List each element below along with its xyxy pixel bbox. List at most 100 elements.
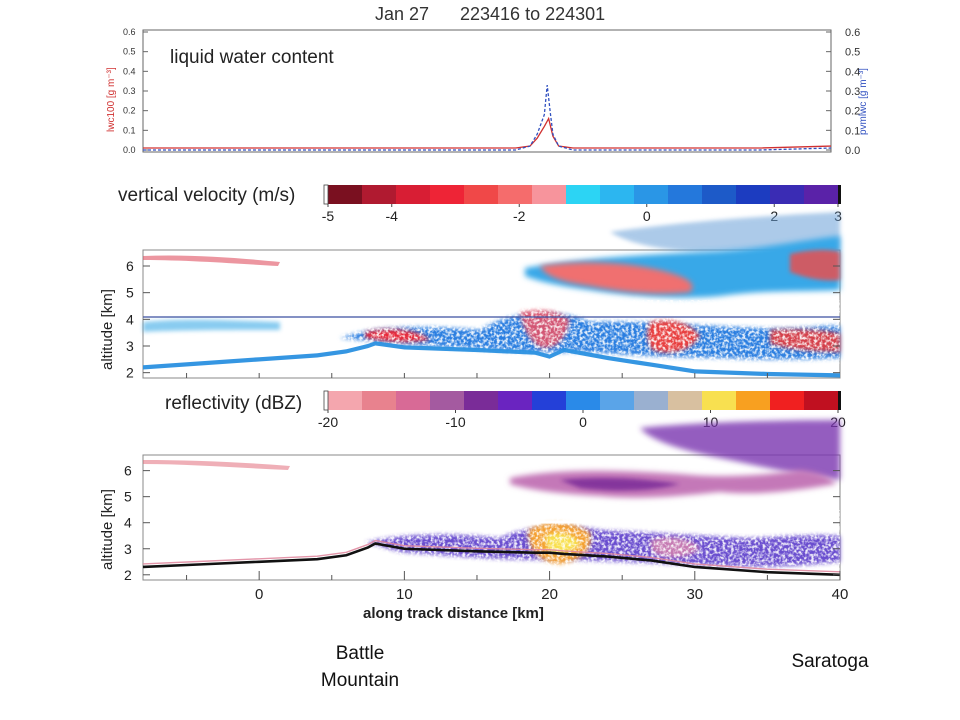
velocity-colorbar-swatch	[430, 185, 465, 204]
lwc-right-tick-label: 0.3	[845, 86, 860, 98]
reflectivity-x-axis-label: along track distance [km]	[363, 605, 544, 622]
lwc-frame	[142, 29, 832, 153]
lwc-panel-label: liquid water content	[170, 47, 334, 68]
velocity-colorbar-swatch	[498, 185, 533, 204]
saratoga-label: Saratoga	[791, 651, 869, 672]
reflectivity-colorbar-cap-left	[323, 390, 329, 411]
reflectivity-tick-label: 4	[124, 515, 132, 531]
reflectivity-top-streak	[143, 460, 290, 470]
reflectivity-x-tick-label: 30	[686, 586, 703, 603]
lwc-left-tick-label: 0.6	[123, 27, 136, 37]
reflectivity-ground-line	[142, 542, 841, 577]
velocity-colorbar-swatch	[362, 185, 397, 204]
reflectivity-colorbar-swatch	[804, 391, 839, 410]
reflectivity-colorbar-label: reflectivity (dBZ)	[165, 393, 302, 414]
velocity-colorbar-swatch	[668, 185, 703, 204]
velocity-colorbar-tick-label: 0	[643, 208, 651, 224]
reflectivity-x-tick-label: 40	[832, 586, 849, 603]
reflectivity-colorbar-swatch	[362, 391, 397, 410]
velocity-tick-label: 2	[126, 365, 134, 381]
velocity-colorbar-label: vertical velocity (m/s)	[118, 185, 295, 206]
reflectivity-ground-pink	[142, 539, 841, 573]
lwc-panel: liquid water content lwc100 [g m⁻³] pvml…	[106, 27, 869, 157]
reflectivity-mid-cloud-core	[560, 477, 680, 491]
lwc-left-tick-label: 0.5	[123, 47, 136, 57]
velocity-ground-band	[143, 341, 840, 378]
reflectivity-colorbar: -20-1001020	[318, 390, 846, 430]
lwc-right-tick-label: 0.4	[845, 66, 860, 78]
velocity-colorbar-tick-label: -2	[513, 208, 526, 224]
reflectivity-colorbar-swatch	[770, 391, 805, 410]
reflectivity-tick-label: 3	[124, 541, 132, 557]
reflectivity-tick-label: 5	[124, 489, 132, 505]
reflectivity-x-ticks: 0 10 20 30 40	[186, 571, 849, 603]
reflectivity-colorbar-swatch	[566, 391, 601, 410]
velocity-tick-label: 6	[126, 258, 134, 274]
reflectivity-cloud-texture	[360, 510, 840, 572]
reflectivity-panel: altitude [km] 2 3 4 5 6 0 10 20 30 40 along trac…	[99, 420, 848, 622]
velocity-colorbar-cap-right	[838, 185, 841, 204]
velocity-y-axis-label: altitude [km]	[99, 289, 116, 370]
reflectivity-colorbar-swatch	[396, 391, 431, 410]
lwc-right-tick-label: 0.2	[845, 106, 860, 118]
figure-time-range: 223416 to 224301	[460, 4, 605, 24]
velocity-left-layer	[143, 319, 280, 332]
reflectivity-colorbar-tick-label: -10	[445, 414, 465, 430]
lwc-right-axis-label: pvmlwc [g m⁻³]	[858, 68, 869, 135]
battle-mountain-label: Battle Mountain	[320, 643, 400, 691]
reflectivity-colorbar-tick-label: -20	[318, 414, 338, 430]
reflectivity-tick-label: 6	[124, 463, 132, 479]
velocity-upper-right-red	[790, 250, 840, 281]
velocity-colorbar-swatch	[770, 185, 805, 204]
lwc-line-pvmlwc	[143, 85, 832, 151]
lwc-left-tick-label: 0.0	[123, 145, 136, 155]
reflectivity-colorbar-swatch	[600, 391, 635, 410]
velocity-tick-label: 3	[126, 338, 134, 354]
reflectivity-x-tick-label: 10	[396, 586, 413, 603]
velocity-top-streak	[143, 255, 280, 266]
velocity-tick-label: 4	[126, 311, 134, 327]
lwc-left-tick-label: 0.4	[123, 66, 136, 76]
reflectivity-colorbar-swatch	[464, 391, 499, 410]
velocity-colorbar-swatch	[736, 185, 771, 204]
velocity-colorbar-swatch	[464, 185, 499, 204]
velocity-colorbar-swatch	[600, 185, 635, 204]
reflectivity-colorbar-swatch	[736, 391, 771, 410]
velocity-tick-label: 5	[126, 285, 134, 301]
velocity-colorbar-swatch	[532, 185, 567, 204]
reflectivity-colorbar-swatch	[668, 391, 703, 410]
reflectivity-x-tick-label: 0	[255, 586, 263, 603]
lwc-right-tick-label: 0.0	[845, 145, 860, 157]
lwc-right-tick-label: 0.5	[845, 47, 860, 59]
lwc-right-tick-label: 0.6	[845, 27, 860, 39]
reflectivity-colorbar-swatch	[498, 391, 533, 410]
velocity-colorbar-cap-left	[323, 184, 329, 205]
reflectivity-colorbar-swatch	[532, 391, 567, 410]
reflectivity-colorbar-swatch	[328, 391, 363, 410]
reflectivity-colorbar-swatch	[430, 391, 465, 410]
velocity-mid-cloud-red	[540, 262, 693, 294]
reflectivity-colorbar-swatch	[634, 391, 669, 410]
velocity-colorbar-swatch	[396, 185, 431, 204]
reflectivity-tick-label: 2	[124, 567, 132, 583]
lwc-left-tick-label: 0.2	[123, 106, 136, 116]
velocity-colorbar-swatch	[328, 185, 363, 204]
lwc-y-ticks: 0.0 0.0 0.1 0.1 0.2 0.2 0.3 0.3 0.4 0.4 0.5 0.5 0.6 0…	[123, 27, 860, 157]
reflectivity-x-tick-label: 20	[541, 586, 558, 603]
reflectivity-colorbar-cap-right	[838, 391, 841, 410]
lwc-left-axis-label: lwc100 [g m⁻³]	[106, 67, 117, 132]
reflectivity-y-axis-label: altitude [km]	[99, 489, 116, 570]
figure-date: Jan 27	[375, 4, 429, 24]
lwc-left-tick-label: 0.1	[123, 125, 136, 135]
velocity-colorbar-swatch	[702, 185, 737, 204]
velocity-colorbar-swatch	[804, 185, 839, 204]
reflectivity-y-ticks: 2 3 4 5 6	[124, 463, 840, 583]
velocity-y-ticks: 2 3 4 5 6	[126, 258, 840, 381]
reflectivity-colorbar-swatch	[702, 391, 737, 410]
reflectivity-colorbar-tick-label: 0	[579, 414, 587, 430]
lwc-left-tick-label: 0.3	[123, 86, 136, 96]
velocity-upper-cloud	[610, 212, 840, 252]
velocity-colorbar-tick-label: -4	[386, 208, 399, 224]
velocity-colorbar: -5-4-2023	[322, 184, 842, 224]
